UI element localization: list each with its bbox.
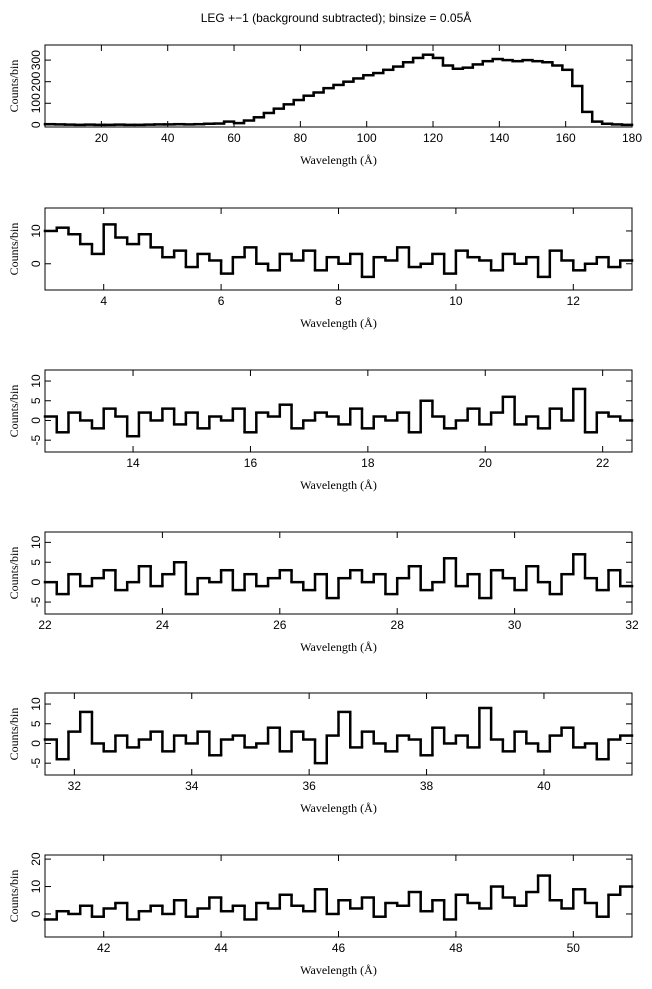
x-tick-label: 26 (273, 618, 287, 632)
x-tick-label: 48 (449, 941, 463, 955)
x-tick-label: 50 (567, 941, 581, 955)
y-tick-label: 0 (29, 740, 43, 747)
x-tick-label: 46 (332, 941, 346, 955)
y-tick-label: 10 (29, 880, 43, 894)
x-tick-label: 22 (596, 456, 610, 470)
y-tick-label: 20 (29, 852, 43, 866)
x-axis-label: Wavelength (Å) (300, 640, 377, 654)
y-tick-label: 0 (29, 910, 43, 917)
plot-frame (44, 854, 633, 938)
x-tick-label: 80 (294, 131, 308, 145)
y-axis-label: Counts/bin (7, 708, 21, 761)
y-tick-label: -5 (29, 758, 43, 769)
y-tick-label: 10 (29, 697, 43, 711)
x-tick-label: 44 (214, 941, 228, 955)
y-axis-label: Counts/bin (7, 870, 21, 923)
y-tick-label: 300 (29, 50, 43, 70)
x-tick-label: 28 (391, 618, 405, 632)
x-axis-label: Wavelength (Å) (300, 316, 377, 330)
y-tick-label: 200 (29, 71, 43, 91)
y-tick-label: 5 (29, 720, 43, 727)
x-tick-label: 180 (622, 131, 642, 145)
plot-frame (44, 44, 633, 128)
x-tick-label: 22 (38, 618, 52, 632)
plot-frame (44, 369, 633, 453)
x-tick-label: 100 (357, 131, 377, 145)
x-tick-label: 40 (161, 131, 175, 145)
x-axis-label: Wavelength (Å) (300, 963, 377, 977)
y-tick-label: -5 (29, 435, 43, 446)
x-tick-label: 60 (227, 131, 241, 145)
y-axis-label: Counts/bin (7, 385, 21, 438)
x-tick-label: 32 (68, 779, 82, 793)
y-tick-label: 10 (29, 535, 43, 549)
y-tick-label: 5 (29, 559, 43, 566)
x-tick-label: 34 (185, 779, 199, 793)
y-tick-label: 0 (29, 121, 43, 128)
x-tick-label: 32 (625, 618, 639, 632)
x-tick-label: 20 (479, 456, 493, 470)
x-tick-label: 12 (567, 294, 581, 308)
x-axis-label: Wavelength (Å) (300, 478, 377, 492)
x-tick-label: 18 (361, 456, 375, 470)
x-tick-label: 4 (100, 294, 107, 308)
y-axis-label: Counts/bin (7, 547, 21, 600)
y-tick-label: 0 (29, 417, 43, 424)
x-axis-label: Wavelength (Å) (300, 153, 377, 167)
x-tick-label: 160 (556, 131, 576, 145)
x-tick-label: 42 (97, 941, 111, 955)
x-tick-label: 30 (508, 618, 522, 632)
figure-title: LEG +−1 (background subtracted); binsize… (201, 10, 472, 25)
y-axis-label: Counts/bin (7, 223, 21, 276)
y-tick-label: 0 (29, 260, 43, 267)
x-tick-label: 20 (95, 131, 109, 145)
plot-frame (44, 531, 633, 615)
x-tick-label: 24 (156, 618, 170, 632)
y-tick-label: 100 (29, 93, 43, 113)
x-tick-label: 36 (302, 779, 316, 793)
y-tick-label: -5 (29, 596, 43, 607)
y-tick-label: 5 (29, 397, 43, 404)
x-tick-label: 10 (449, 294, 463, 308)
y-tick-label: 0 (29, 578, 43, 585)
y-tick-label: 10 (29, 374, 43, 388)
x-axis-label: Wavelength (Å) (300, 801, 377, 815)
x-tick-label: 40 (537, 779, 551, 793)
x-tick-label: 14 (126, 456, 140, 470)
y-tick-label: 10 (29, 224, 43, 238)
x-tick-label: 38 (420, 779, 434, 793)
x-tick-label: 120 (423, 131, 443, 145)
x-tick-label: 8 (335, 294, 342, 308)
plot-frame (44, 692, 633, 776)
x-tick-label: 140 (489, 131, 509, 145)
y-axis-label: Counts/bin (7, 60, 21, 113)
x-tick-label: 16 (244, 456, 258, 470)
x-tick-label: 6 (218, 294, 225, 308)
